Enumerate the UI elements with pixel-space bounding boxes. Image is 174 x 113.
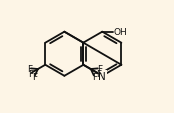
Text: OH: OH [113, 28, 127, 37]
Text: N: N [98, 71, 106, 81]
Text: F: F [92, 73, 97, 82]
Text: F: F [32, 73, 37, 82]
Text: F: F [97, 64, 102, 73]
Text: F: F [27, 64, 32, 73]
Text: F: F [28, 69, 33, 78]
Text: F: F [96, 69, 101, 78]
